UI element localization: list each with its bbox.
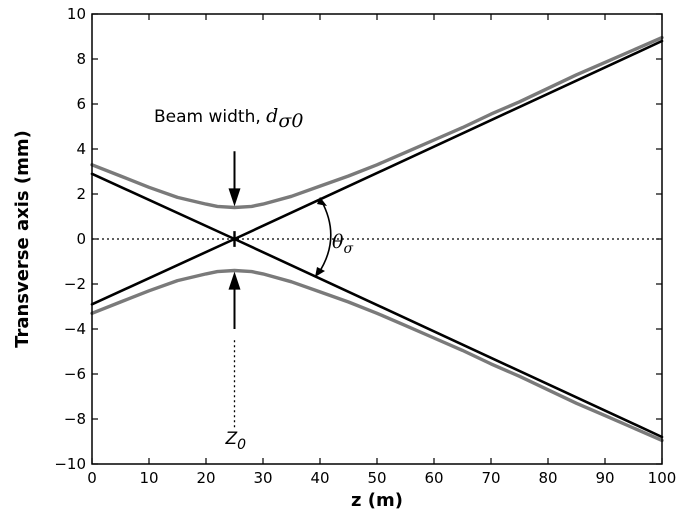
divergence-angle-label: θσ: [332, 231, 353, 257]
x-tick-label: 20: [196, 469, 215, 487]
annotations: [228, 151, 332, 329]
x-tick-label: 40: [310, 469, 329, 487]
beam-width-text: Beam width,: [154, 107, 266, 127]
y-tick-label: −6: [64, 365, 86, 383]
x-tick-label: 0: [87, 469, 97, 487]
y-tick-label: 6: [76, 95, 86, 113]
x-tick-label: 80: [538, 469, 557, 487]
y-tick-label: 8: [76, 50, 86, 68]
arc-arrowhead-bottom: [315, 267, 325, 277]
divergence-symbol: θ: [332, 231, 344, 253]
x-tick-label: 70: [481, 469, 500, 487]
waist-symbol: Z: [225, 429, 238, 449]
asymptote-line-3: [90, 172, 664, 439]
y-axis-label: Transverse axis (mm): [12, 130, 33, 348]
y-tick-label: 10: [67, 5, 86, 23]
x-tick-label: 60: [424, 469, 443, 487]
y-tick-label: −2: [64, 275, 86, 293]
x-tick-label: 50: [367, 469, 386, 487]
x-tick-label: 30: [253, 469, 272, 487]
envelope-line-0: [90, 35, 664, 210]
envelope-line-1: [90, 268, 664, 443]
divergence-subscript: σ: [343, 241, 353, 257]
y-tick-labels: 10 8 6 4 2 0 −2 −4 −6 −8 −10: [54, 5, 86, 473]
beam-width-label: Beam width, dσ0: [154, 105, 303, 132]
y-tick-label: 4: [76, 140, 86, 158]
y-tick-label: 0: [76, 230, 86, 248]
y-tick-label: −10: [54, 455, 86, 473]
arrowhead-up: [228, 271, 241, 290]
asymptote-line-2: [90, 39, 664, 306]
divergence-arc: [317, 199, 332, 275]
arc-arrowhead-top: [317, 197, 327, 206]
arrowhead-down: [228, 188, 241, 207]
beam-width-subscript: σ0: [278, 110, 303, 132]
waist-label: Z0: [225, 429, 247, 453]
x-tick-label: 10: [139, 469, 158, 487]
y-tick-label: 2: [76, 185, 86, 203]
x-tick-label: 90: [595, 469, 614, 487]
plot-frame: [91, 13, 663, 465]
beam-width-symbol: d: [266, 105, 278, 127]
y-tick-label: −4: [64, 320, 86, 338]
y-tick-label: −8: [64, 410, 86, 428]
waist-subscript: 0: [237, 437, 246, 453]
x-axis-label: z (m): [351, 490, 403, 511]
x-tick-label: 100: [648, 469, 676, 487]
x-tick-labels: 0 10 20 30 40 50 60 70 80 90 100: [87, 469, 676, 487]
